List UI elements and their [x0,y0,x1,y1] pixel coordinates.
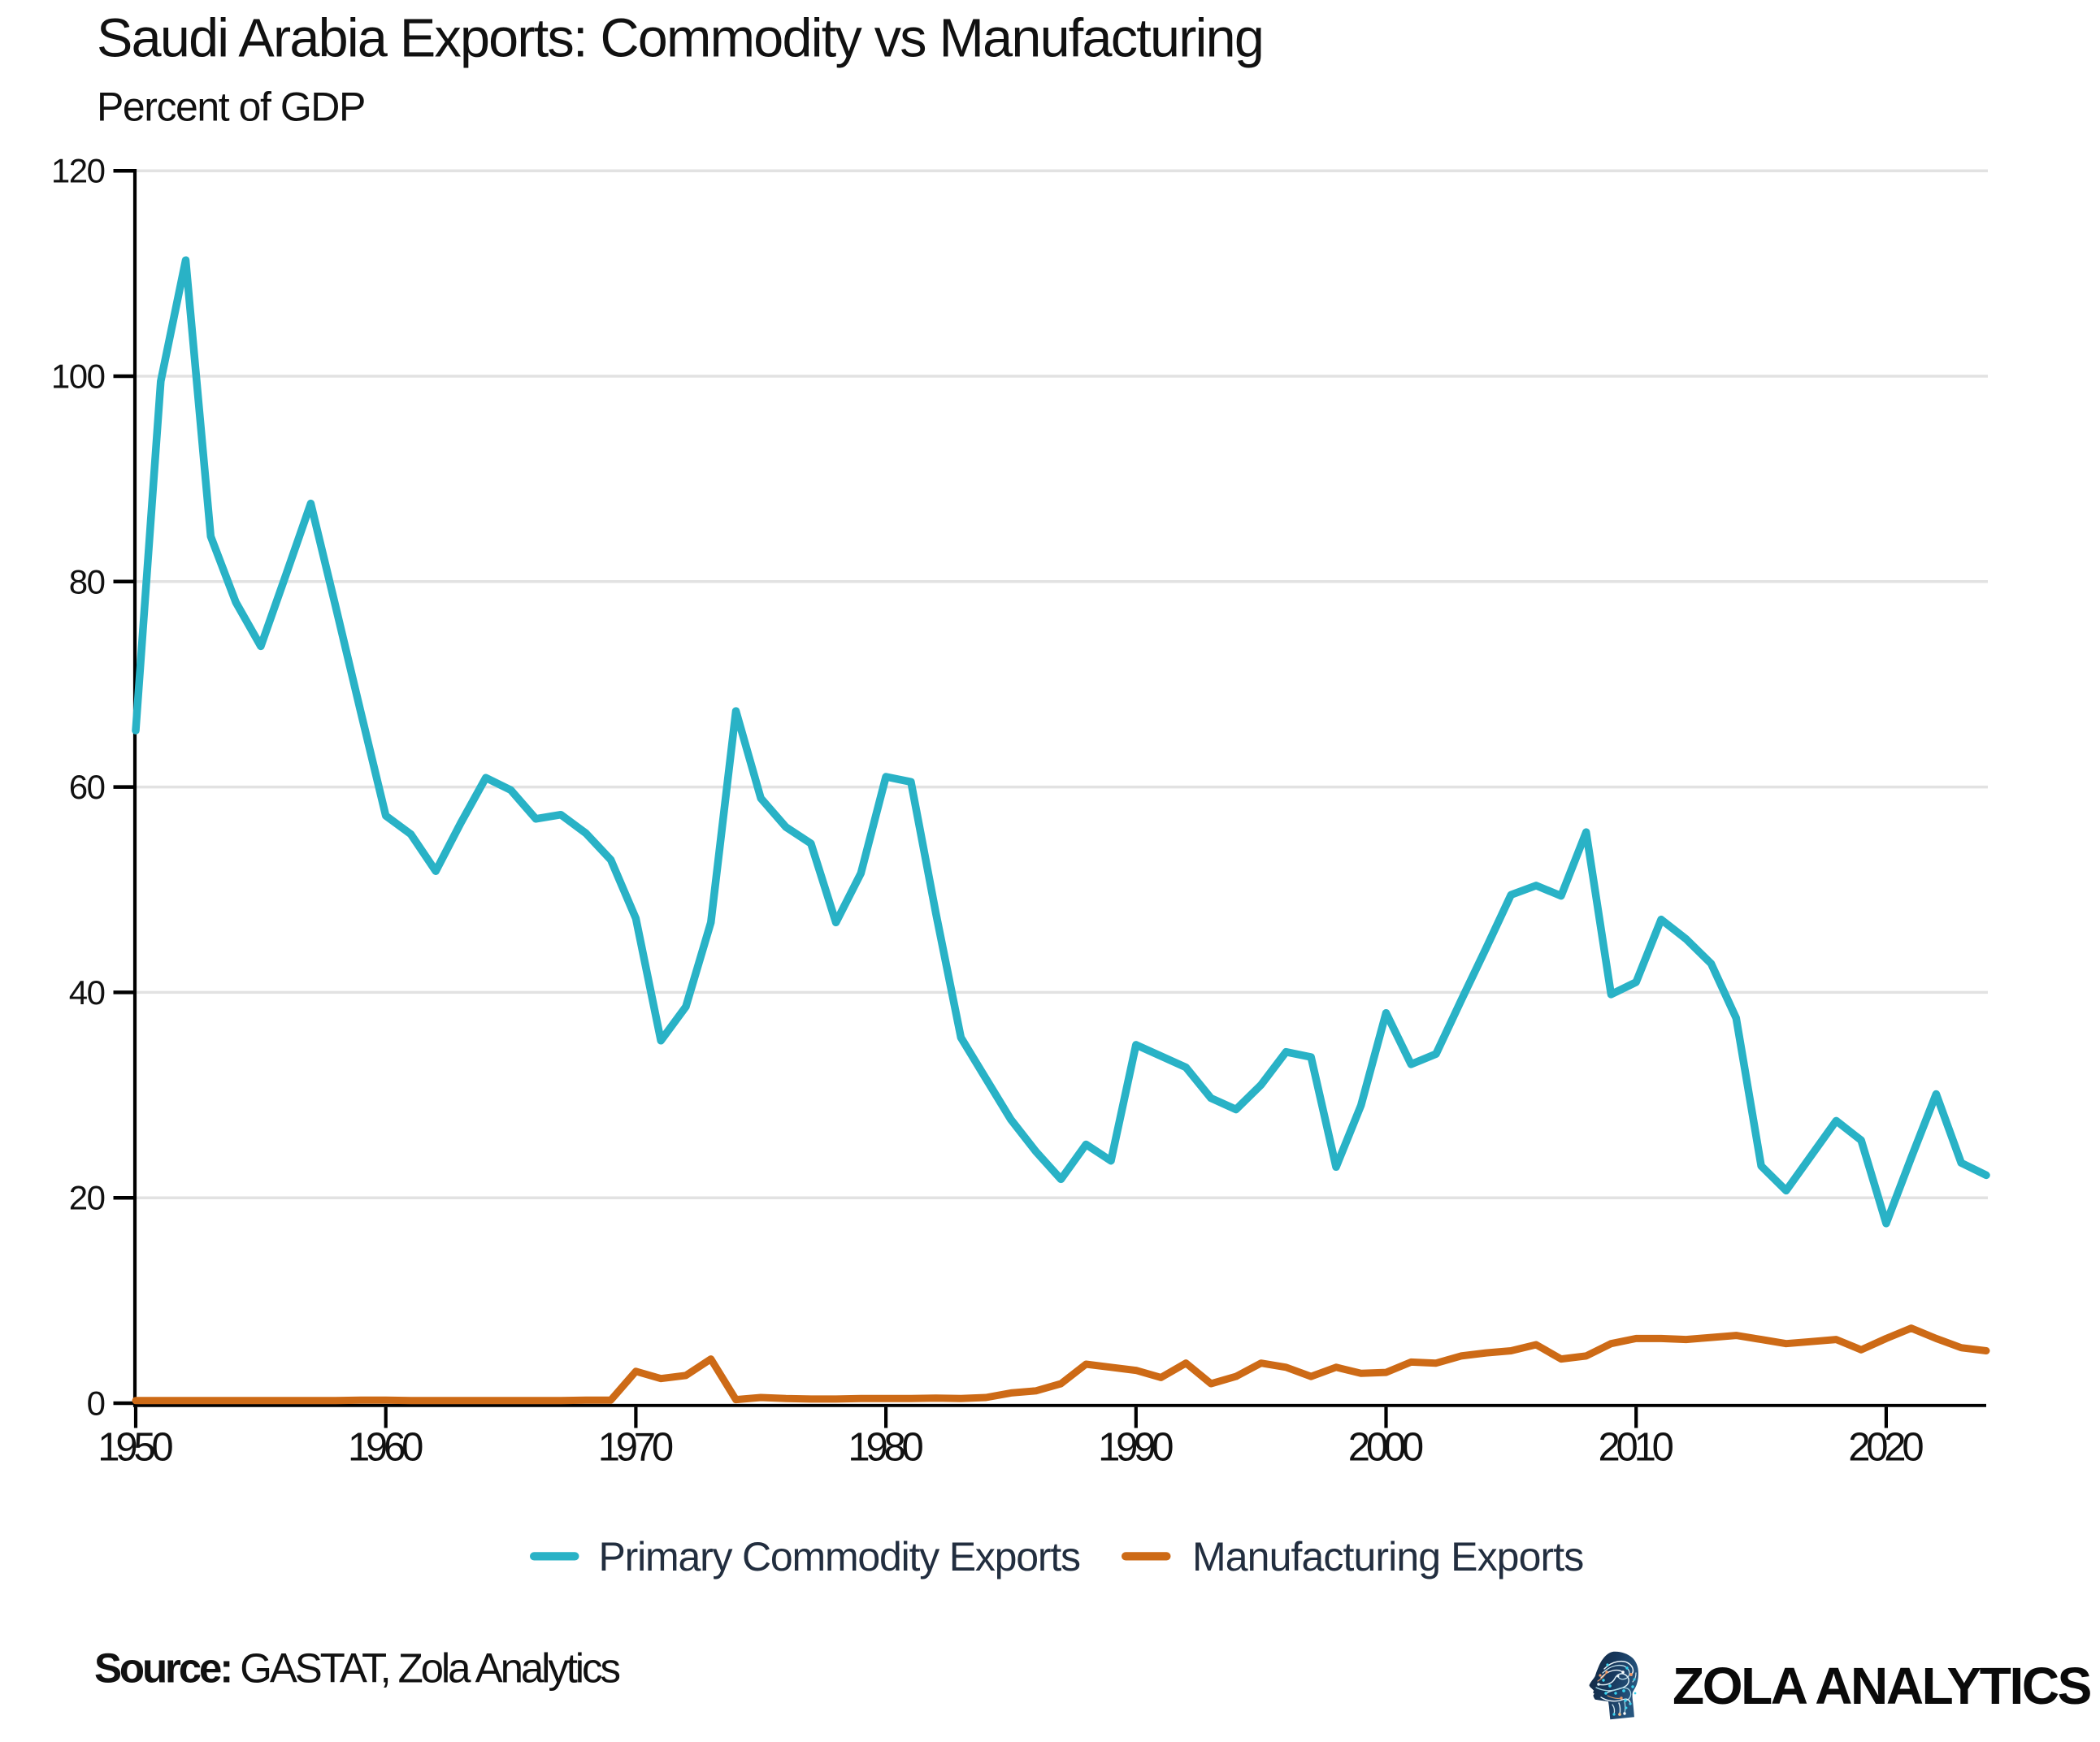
svg-text:1990: 1990 [1098,1426,1173,1470]
svg-text:Primary Commodity Exports: Primary Commodity Exports [599,1534,1081,1580]
svg-text:1950: 1950 [98,1426,172,1470]
svg-text:40: 40 [69,973,105,1012]
svg-text:1970: 1970 [598,1426,673,1470]
svg-text:0: 0 [87,1384,105,1423]
svg-text:1960: 1960 [348,1426,423,1470]
svg-text:Percent of GDP: Percent of GDP [97,84,365,130]
svg-text:100: 100 [51,358,105,396]
svg-text:Source: GASTAT, Zola Analytics: Source: GASTAT, Zola Analytics [94,1645,619,1692]
svg-text:20: 20 [69,1179,105,1217]
svg-text:2010: 2010 [1598,1426,1673,1470]
svg-text:2000: 2000 [1348,1426,1423,1470]
svg-text:Manufacturing Exports: Manufacturing Exports [1192,1534,1583,1580]
svg-text:80: 80 [69,562,105,600]
svg-text:60: 60 [69,768,105,806]
svg-text:120: 120 [51,152,105,190]
svg-text:Saudi Arabia Exports: Commodit: Saudi Arabia Exports: Commodity vs Manuf… [97,9,1263,69]
svg-text:2020: 2020 [1848,1426,1923,1470]
svg-text:1980: 1980 [848,1426,922,1470]
svg-text:ZOLA ANALYTICS: ZOLA ANALYTICS [1673,1657,2091,1715]
